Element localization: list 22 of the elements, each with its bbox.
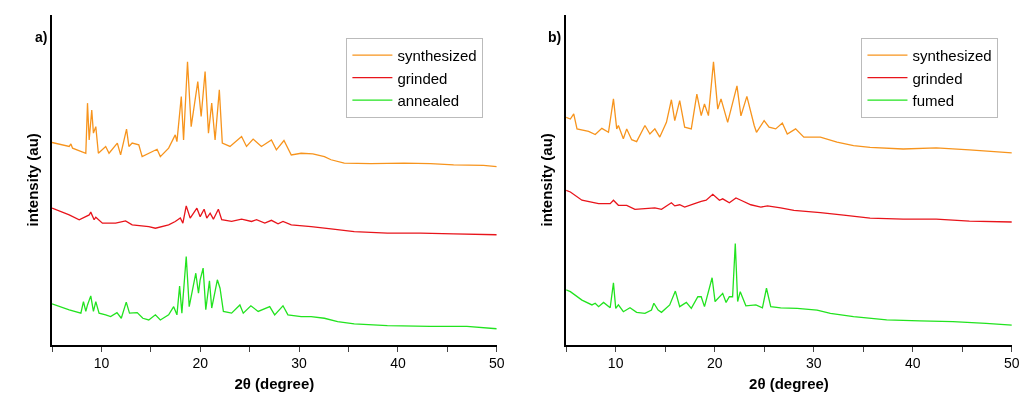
x-tick-label: 50: [488, 355, 505, 372]
x-axis-title: 2θ (degree): [234, 374, 315, 392]
x-tick-label: 10: [607, 355, 624, 372]
x-tick-label: 30: [291, 355, 308, 372]
x-tick-label: 40: [390, 355, 406, 372]
x-tick-label: 10: [93, 355, 110, 372]
x-tick-label: 40: [905, 355, 921, 372]
x-axis-title: 2θ (degree): [749, 374, 829, 392]
legend-label: grinded: [912, 69, 963, 87]
legend-label: synthesized: [912, 47, 992, 65]
x-tick-label: 20: [706, 355, 723, 372]
x-tick-label: 20: [192, 355, 209, 372]
y-axis-title: intensity (au): [24, 133, 42, 227]
x-tick-label: 50: [1004, 355, 1020, 372]
legend-label: annealed: [397, 92, 460, 110]
y-axis-title: intensity (au): [538, 133, 556, 227]
legend-label: fumed: [912, 92, 955, 110]
legend-label: synthesized: [397, 47, 477, 65]
x-tick-label: 30: [805, 355, 822, 372]
chart-title: b): [548, 29, 562, 45]
legend-label: grinded: [397, 69, 448, 87]
chart-title: a): [35, 29, 48, 45]
